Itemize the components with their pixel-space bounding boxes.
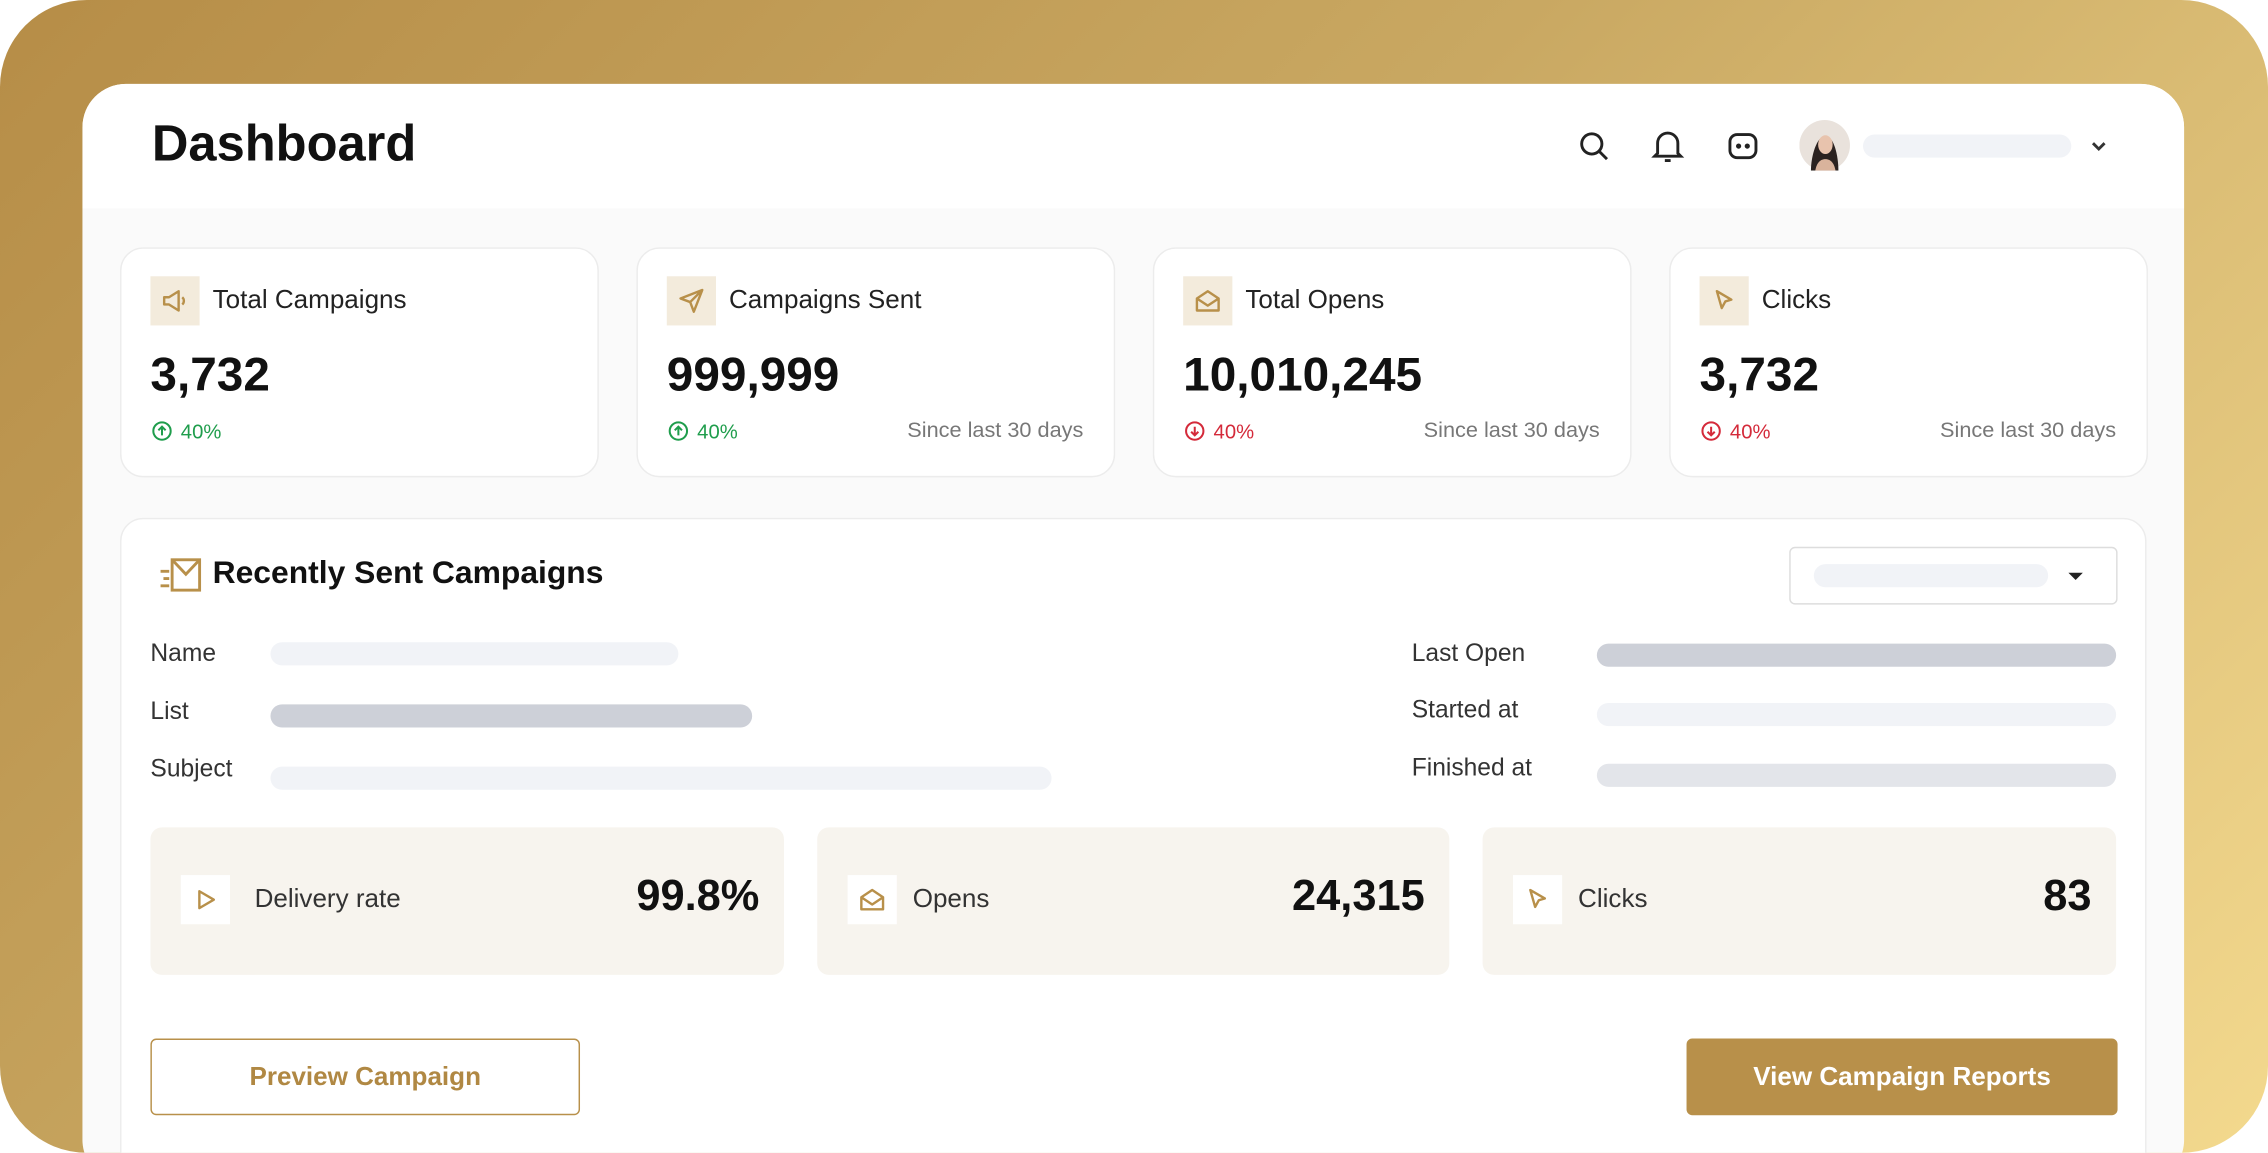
select-placeholder [1813,564,2049,588]
field-value-placeholder [270,766,1052,790]
stat-card [120,247,599,478]
avatar[interactable] [1799,120,1850,171]
stat-label: Clicks [1761,284,1832,314]
trend-icon [1185,421,1205,441]
stat-value: 3,732 [150,347,270,401]
campaign-icon [160,558,202,592]
campaign-select[interactable] [1789,546,2118,605]
metric-icon [1512,875,1563,925]
top-bar: Dashboard [82,83,2185,209]
field-label: Started at [1411,695,1519,724]
metric-card [1482,827,2117,975]
metric-value: 99.8% [636,872,760,920]
stat-period: Since last 30 days [907,418,1084,443]
stat-value: 10,010,245 [1183,347,1423,401]
metric-label: Delivery rate [254,883,401,913]
notification-icon[interactable] [1650,127,1685,165]
stat-card [1669,247,2148,478]
stat-icon [150,276,200,326]
trend-icon [1701,421,1721,441]
preview-campaign-button[interactable]: Preview Campaign [150,1038,581,1116]
field-value-placeholder [1596,643,2117,667]
stat-change: 40% [180,419,222,443]
chat-icon[interactable] [1726,129,1761,164]
stat-value: 999,999 [666,347,840,401]
stat-change: 40% [1213,419,1255,443]
metric-card [817,827,1450,975]
stat-change: 40% [1729,419,1771,443]
stat-icon [1699,276,1749,326]
field-label: List [150,697,189,725]
field-label: Last Open [1411,639,1526,667]
field-value-placeholder [1596,702,2117,727]
search-icon[interactable] [1577,129,1612,164]
stat-period: Since last 30 days [1423,418,1600,443]
stat-label: Total Opens [1245,284,1385,314]
select-caret [2068,572,2083,581]
field-value-placeholder [270,704,753,728]
field-value-placeholder [270,642,679,666]
stat-label: Campaigns Sent [729,284,922,314]
field-value-placeholder [1596,763,2117,787]
stat-card [636,247,1116,478]
stat-card [1152,247,1632,478]
metric-value: 24,315 [1292,872,1425,920]
page-title: Dashboard [151,115,417,173]
field-label: Subject [150,755,233,783]
stat-label: Total Campaigns [212,284,407,314]
view-reports-button[interactable]: View Campaign Reports [1686,1038,2118,1116]
stat-icon [1183,276,1233,326]
metric-label: Opens [912,883,990,913]
user-name-placeholder [1863,134,2072,158]
field-label: Name [150,639,217,667]
metric-label: Clicks [1578,883,1648,913]
trend-icon [668,421,689,441]
stat-change: 40% [697,419,738,443]
trend-icon [152,421,172,441]
field-label: Finished at [1411,753,1533,782]
metric-icon [180,875,230,925]
metric-card [150,827,784,975]
stat-icon [666,276,716,326]
profile-menu-chevron[interactable] [2089,136,2109,156]
metric-value: 83 [2043,872,2092,920]
stat-period: Since last 30 days [1940,418,2117,443]
metric-icon [847,875,897,925]
stat-value: 3,732 [1699,347,1820,401]
section-title: Recently Sent Campaigns [212,553,604,591]
